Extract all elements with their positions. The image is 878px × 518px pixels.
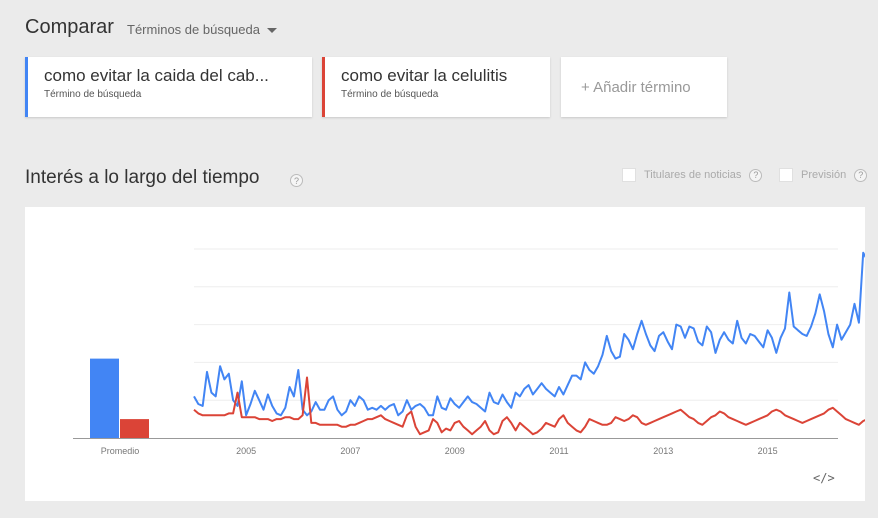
forecast-option: Previsión ? bbox=[779, 168, 868, 182]
help-icon[interactable]: ? bbox=[854, 168, 868, 182]
average-bar bbox=[120, 419, 149, 438]
x-tick-label: 2015 bbox=[758, 446, 778, 456]
embed-code-icon[interactable]: </> bbox=[813, 471, 835, 485]
term-card-1[interactable]: como evitar la caida del cab... Término … bbox=[25, 57, 312, 117]
interest-chart: Promedio 2005 2007 2009 2011 2013 2015 bbox=[73, 248, 865, 456]
news-headlines-option: Titulares de noticias ? bbox=[622, 168, 763, 182]
help-icon[interactable]: ? bbox=[290, 174, 303, 187]
average-label: Promedio bbox=[101, 446, 140, 456]
compare-title: Comparar bbox=[25, 16, 114, 38]
news-headlines-label: Titulares de noticias bbox=[644, 169, 742, 181]
chart-grid bbox=[73, 248, 838, 439]
x-axis-ticks: 2005 2007 2009 2011 2013 2015 bbox=[236, 446, 777, 456]
term-name: como evitar la caida del cab... bbox=[44, 66, 269, 85]
average-bar bbox=[90, 358, 119, 438]
series-line-1 bbox=[193, 251, 865, 417]
series-line-2 bbox=[193, 376, 865, 436]
term-card-2[interactable]: como evitar la celulitis Término de búsq… bbox=[322, 57, 550, 117]
average-bars: Promedio bbox=[90, 358, 149, 456]
chart-lines bbox=[193, 251, 865, 436]
x-tick-label: 2011 bbox=[549, 446, 568, 456]
term-type: Término de búsqueda bbox=[44, 89, 142, 100]
news-headlines-checkbox[interactable] bbox=[622, 168, 636, 182]
add-term-button[interactable]: + Añadir término bbox=[561, 57, 727, 117]
help-icon[interactable]: ? bbox=[749, 168, 763, 182]
term-name: como evitar la celulitis bbox=[341, 66, 508, 85]
caret-down-icon bbox=[266, 28, 277, 33]
term-type-dropdown[interactable]: Términos de búsqueda bbox=[127, 22, 277, 37]
x-tick-label: 2007 bbox=[340, 446, 360, 456]
x-tick-label: 2009 bbox=[445, 446, 465, 456]
interest-chart-card: Promedio 2005 2007 2009 2011 2013 2015 </> bbox=[25, 207, 865, 501]
section-title: Interés a lo largo del tiempo bbox=[25, 167, 260, 188]
term-type: Término de búsqueda bbox=[341, 89, 439, 100]
forecast-label: Previsión bbox=[801, 169, 847, 181]
forecast-checkbox[interactable] bbox=[779, 168, 793, 182]
x-tick-label: 2013 bbox=[653, 446, 673, 456]
term-type-label: Términos de búsqueda bbox=[127, 22, 260, 37]
x-tick-label: 2005 bbox=[236, 446, 256, 456]
